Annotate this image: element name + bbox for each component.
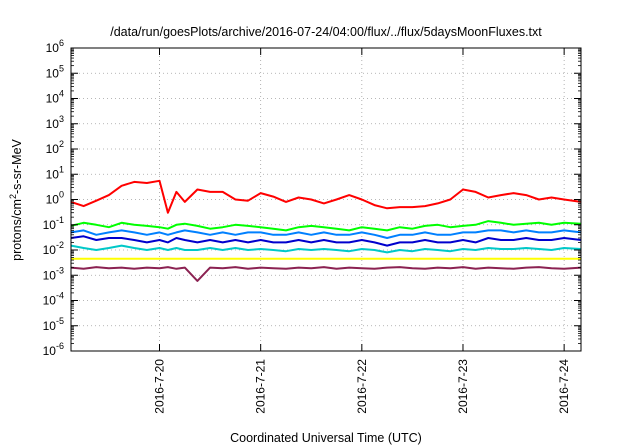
y-tick-label: 10-6 — [43, 341, 64, 358]
y-tick-label-base: 10 — [46, 167, 60, 181]
y-axis-label-base: protons/cm — [10, 199, 24, 261]
y-tick-label-base: 10 — [46, 41, 60, 55]
y-tick-label-exp: -1 — [56, 215, 64, 225]
x-tick-label: 2016-7-20 — [153, 359, 167, 414]
y-tick-label-base: 10 — [43, 344, 57, 358]
y-tick-label-base: 10 — [43, 294, 57, 308]
y-tick-label: 106 — [46, 38, 64, 55]
y-tick-label-exp: -4 — [56, 291, 64, 301]
x-tick-label: 2016-7-23 — [456, 359, 470, 414]
y-tick-label-base: 10 — [46, 117, 60, 131]
y-tick-label: 100 — [46, 190, 64, 207]
y-tick-label: 105 — [46, 63, 64, 80]
series-line-5 — [70, 244, 582, 254]
x-tick-label: 2016-7-21 — [254, 359, 268, 414]
y-tick-label-base: 10 — [46, 142, 60, 156]
x-tick-label: 2016-7-24 — [557, 359, 571, 414]
series-line-3 — [70, 229, 582, 239]
plot-area — [70, 47, 582, 352]
y-tick-label-exp: -3 — [56, 265, 64, 275]
chart-title: /data/run/goesPlots/archive/2016-07-24/0… — [110, 25, 542, 39]
y-axis-tick-labels: 10-610-510-410-310-210-11001011021031041… — [43, 38, 64, 358]
y-tick-label-exp: 3 — [59, 114, 64, 124]
y-tick-label-exp: -2 — [56, 240, 64, 250]
y-axis-label-sup: 2 — [8, 194, 18, 199]
y-tick-label: 10-3 — [43, 265, 64, 282]
y-tick-label: 10-5 — [43, 316, 64, 333]
y-tick-label-base: 10 — [46, 193, 60, 207]
y-tick-label-exp: 4 — [59, 89, 64, 99]
y-tick-label-exp: 1 — [59, 164, 64, 174]
y-tick-label-exp: -6 — [56, 341, 64, 351]
y-tick-label-base: 10 — [43, 243, 57, 257]
series-line-7 — [70, 266, 582, 282]
y-tick-label-exp: 6 — [59, 38, 64, 48]
y-tick-label-exp: -5 — [56, 316, 64, 326]
y-tick-label: 102 — [46, 139, 64, 156]
y-tick-label: 104 — [46, 89, 64, 106]
y-tick-label-exp: 5 — [59, 63, 64, 73]
y-tick-label-base: 10 — [43, 268, 57, 282]
y-tick-label: 10-2 — [43, 240, 64, 257]
y-axis-label: protons/cm2-s-sr-MeV — [8, 138, 24, 260]
y-tick-label: 101 — [46, 164, 64, 181]
series-line-4 — [70, 235, 582, 247]
y-tick-label-base: 10 — [43, 218, 57, 232]
y-tick-label-base: 10 — [46, 92, 60, 106]
series-lines — [70, 179, 582, 282]
y-tick-label-exp: 0 — [59, 190, 64, 200]
x-axis-label: Coordinated Universal Time (UTC) — [230, 431, 422, 445]
y-axis-label-rest: -s-sr-MeV — [10, 138, 24, 194]
grid-lines — [71, 48, 581, 351]
x-tick-label: 2016-7-22 — [355, 359, 369, 414]
y-tick-label-base: 10 — [43, 319, 57, 333]
y-tick-label-base: 10 — [46, 66, 60, 80]
series-line-2 — [70, 220, 582, 232]
axis-ticks — [71, 47, 581, 352]
y-tick-label: 103 — [46, 114, 64, 131]
x-axis-tick-labels: 2016-7-20 2016-7-21 2016-7-22 2016-7-23 2016… — [153, 359, 572, 414]
y-tick-label-exp: 2 — [59, 139, 64, 149]
y-tick-label: 10-1 — [43, 215, 64, 232]
series-line-1 — [70, 179, 582, 214]
y-tick-label: 10-4 — [43, 291, 64, 308]
